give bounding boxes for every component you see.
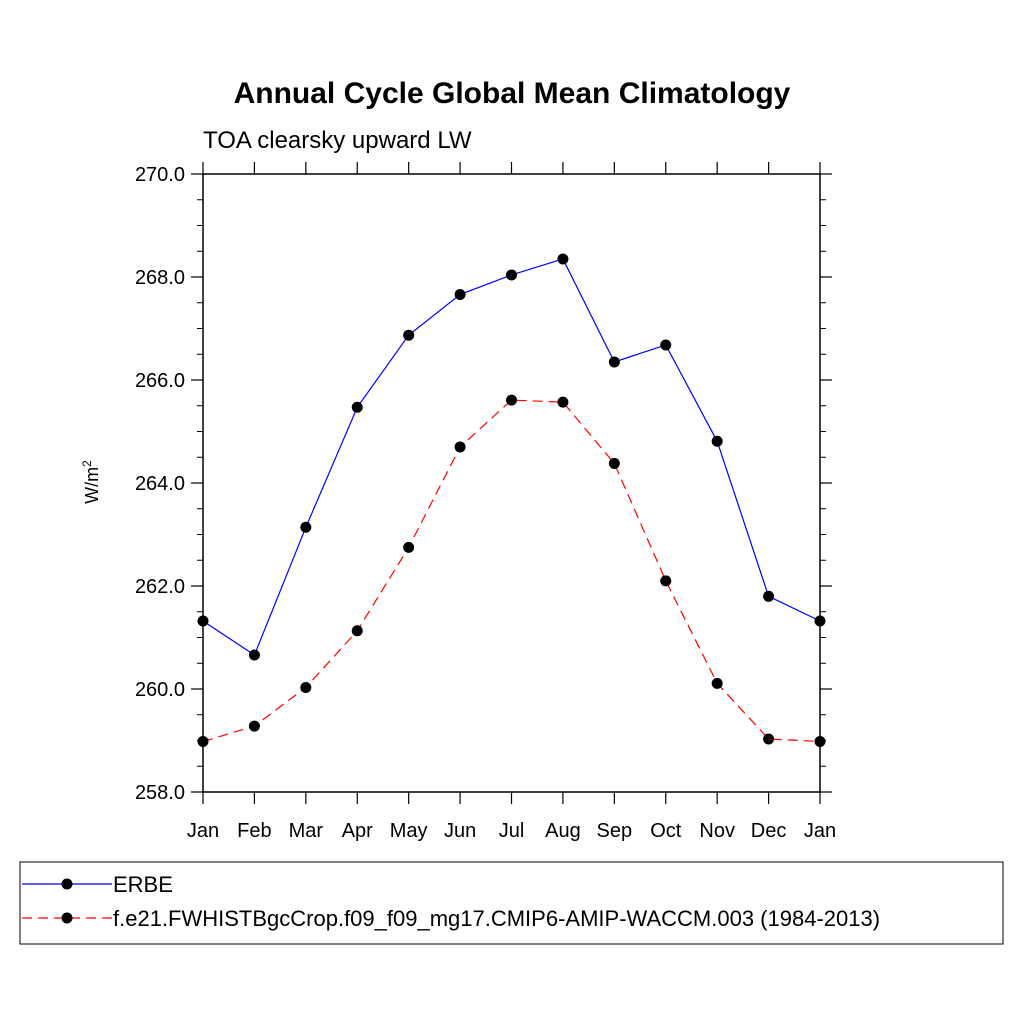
x-tick-label: Dec	[751, 820, 787, 842]
x-tick-label: Feb	[237, 820, 271, 842]
series-2-point	[557, 396, 569, 408]
series-1-point	[814, 615, 826, 627]
series-line-1	[202, 258, 821, 656]
legend-label-2: f.e21.FWHISTBgcCrop.f09_f09_mg17.CMIP6-A…	[113, 906, 880, 931]
y-axis-label: W/m2	[80, 460, 102, 504]
x-tick-label: Jan	[187, 820, 219, 842]
series-2-point	[197, 736, 209, 748]
series-2-point	[608, 457, 620, 469]
y-tick-label: 258.0	[135, 782, 185, 804]
x-tick-label: Nov	[699, 820, 735, 842]
y-tick-label: 262.0	[135, 576, 185, 598]
series-line-2	[202, 399, 821, 743]
legend-label-1: ERBE	[113, 872, 173, 897]
series-1-point	[248, 649, 260, 661]
series-2-point	[454, 441, 466, 453]
series-2-point	[814, 736, 826, 748]
plot-axes: 258.0 260.0 262.0 264.0 266.0 268.0 270.0 Jan Fe…	[135, 162, 836, 842]
legend-box	[19, 861, 1004, 945]
series-1-point	[300, 521, 312, 533]
x-tick-label: Jan	[804, 820, 836, 842]
y-tick-label: 266.0	[135, 370, 185, 392]
chart-subtitle: TOA clearsky upward LW	[203, 127, 472, 154]
series-1-point	[763, 590, 775, 602]
series-1-point	[608, 356, 620, 368]
series-1-point	[454, 289, 466, 301]
series-2-point	[763, 733, 775, 745]
series-1-point	[351, 401, 363, 413]
series-layer	[197, 253, 826, 748]
x-tick-label: Apr	[342, 820, 373, 842]
y-tick-label: 270.0	[135, 164, 185, 186]
y-tick-label: 260.0	[135, 679, 185, 701]
series-1-point	[506, 269, 517, 281]
x-tick-label: Mar	[289, 820, 324, 842]
series-1-point	[557, 253, 569, 265]
series-2-point	[351, 625, 363, 637]
y-tick-label: 268.0	[135, 267, 185, 289]
series-2-point	[300, 681, 312, 693]
x-tick-label: Jul	[499, 820, 525, 842]
series-1-point	[403, 329, 415, 341]
series-1-point	[660, 339, 672, 351]
series-2-point	[711, 677, 723, 689]
x-tick-label: May	[390, 820, 428, 842]
series-2-point	[660, 575, 672, 587]
y-axis-label-unit: W/m	[82, 467, 102, 504]
legend-swatch-marker-1	[61, 878, 73, 890]
x-tick-label: Sep	[597, 820, 633, 842]
y-tick-label: 264.0	[135, 473, 185, 495]
series-1-point	[711, 435, 723, 447]
series-2-point	[403, 541, 415, 553]
x-tick-label: Oct	[650, 820, 682, 842]
x-tick-label: Aug	[545, 820, 581, 842]
series-2-point	[506, 394, 517, 406]
legend-swatch-marker-2	[61, 912, 73, 924]
y-axis-label-exponent: 2	[80, 460, 94, 467]
series-2-point	[248, 720, 260, 732]
legend: ERBE f.e21.FWHISTBgcCrop.f09_f09_mg17.CMI…	[19, 861, 1004, 945]
plot-frame	[202, 173, 821, 793]
series-1-point	[197, 615, 209, 627]
chart-title: Annual Cycle Global Mean Climatology	[234, 77, 791, 110]
x-tick-label: Jun	[444, 820, 476, 842]
